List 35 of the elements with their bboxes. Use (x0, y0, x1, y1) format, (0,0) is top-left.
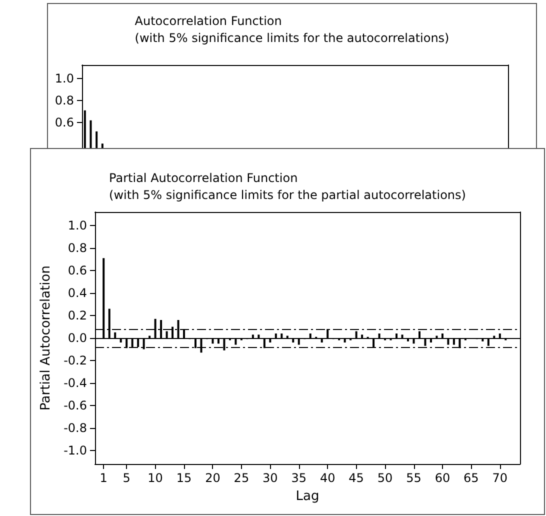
y-axis-title: Partial Autocorrelation (38, 266, 54, 410)
x-tick-label: 1 (100, 471, 108, 485)
y-tick-label: 0.8 (68, 241, 87, 255)
y-tick-label: -0.2 (64, 354, 87, 368)
chart-subtitle: (with 5% significance limits for the autocorrelations) (134, 31, 450, 45)
x-tick-label: 20 (205, 471, 220, 485)
x-tick-label: 35 (291, 471, 307, 485)
x-tick-label: 40 (320, 471, 336, 485)
x-tick-label: 55 (406, 471, 422, 485)
y-tick-label: 0.6 (54, 116, 74, 130)
y-tick-label: 0.8 (54, 93, 74, 108)
x-tick-label: 30 (262, 471, 278, 485)
x-tick-label: 25 (234, 471, 250, 485)
y-tick-label: 1.0 (68, 218, 87, 232)
y-tick-label: -1.0 (64, 444, 87, 458)
y-tick-label: -0.6 (64, 398, 87, 412)
x-axis-title: Lag (296, 489, 320, 504)
y-tick-label: 0.2 (68, 308, 87, 322)
y-tick-label: -0.8 (64, 421, 87, 435)
chart-title: Partial Autocorrelation Function (109, 171, 298, 185)
y-tick-label: 0.6 (68, 264, 87, 278)
x-tick-label: 50 (377, 471, 393, 485)
x-tick-label: 5 (122, 471, 130, 485)
x-tick-label: 60 (434, 471, 450, 485)
x-tick-label: 15 (176, 471, 192, 485)
chart-title: Autocorrelation Function (134, 14, 282, 28)
y-tick-label: 1.0 (54, 71, 74, 86)
x-tick-label: 65 (464, 471, 479, 485)
y-tick-label: 0.0 (68, 331, 87, 345)
x-tick-label: 10 (148, 471, 163, 485)
y-tick-label: 0.4 (68, 286, 87, 300)
y-tick-label: -0.4 (64, 376, 87, 390)
x-tick-label: 45 (348, 471, 364, 485)
chart-subtitle: (with 5% significance limits for the partial autocorrelations) (109, 188, 466, 202)
x-tick-label: 70 (492, 471, 508, 485)
